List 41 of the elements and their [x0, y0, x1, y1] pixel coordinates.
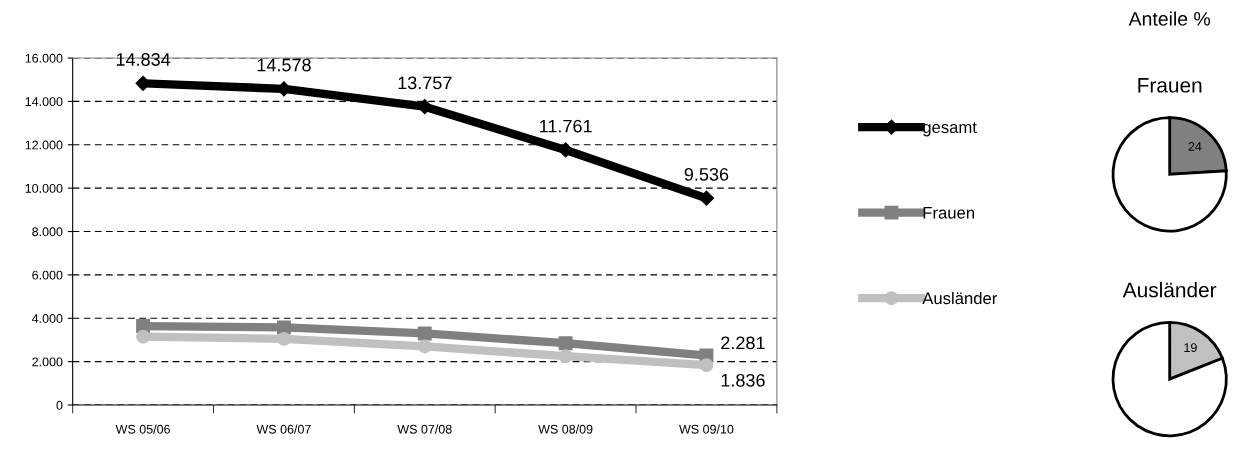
data-label: 19: [1184, 343, 1197, 352]
pie-slice: [1111, 321, 1228, 438]
pie-slice: [1111, 116, 1228, 233]
x-tick-label: WS 05/06: [115, 424, 170, 434]
data-label: 9.536: [684, 167, 729, 181]
x-tick-label: WS 08/09: [538, 424, 593, 434]
y-tick-label: 10.000: [25, 183, 63, 193]
data-label: 14.834: [116, 53, 171, 66]
data-label: 24: [1188, 142, 1202, 151]
x-tick-label: WS 09/10: [679, 424, 734, 434]
legend-label: Ausländer: [922, 291, 998, 305]
y-tick-label: 16.000: [25, 53, 63, 63]
point: [558, 142, 574, 158]
point: [558, 349, 573, 364]
data-label: 13.757: [398, 76, 452, 90]
point: [558, 336, 573, 351]
x-tick-label: WS 07/08: [397, 424, 452, 434]
y-tick-label: 0: [56, 400, 63, 410]
y-tick-label: 4.000: [31, 314, 63, 323]
y-tick-label: 14.000: [25, 97, 63, 107]
chart-title: Frauen: [1138, 78, 1202, 93]
point: [698, 190, 715, 206]
y-tick-label: 6.000: [32, 270, 63, 280]
legend-label: Frauen: [923, 207, 974, 219]
y-tick-label: 12.000: [25, 140, 63, 150]
data-label: 1.836: [721, 373, 765, 387]
point: [276, 320, 291, 335]
x-tick-label: WS 06/07: [256, 424, 311, 434]
data-label: 2.281: [721, 336, 765, 350]
legend-label: gesamt: [922, 122, 977, 137]
text: Anteile %: [1128, 11, 1211, 26]
y-tick-label: 8.000: [32, 227, 63, 237]
data-label: 11.761: [540, 119, 592, 133]
point: [136, 329, 151, 344]
point: [417, 326, 432, 341]
y-tick-label: 2.000: [32, 357, 63, 367]
point: [276, 331, 291, 346]
point: [699, 358, 714, 373]
chart-title: Ausländer: [1122, 282, 1217, 298]
point: [417, 339, 432, 354]
data-label: 14.578: [257, 58, 311, 72]
